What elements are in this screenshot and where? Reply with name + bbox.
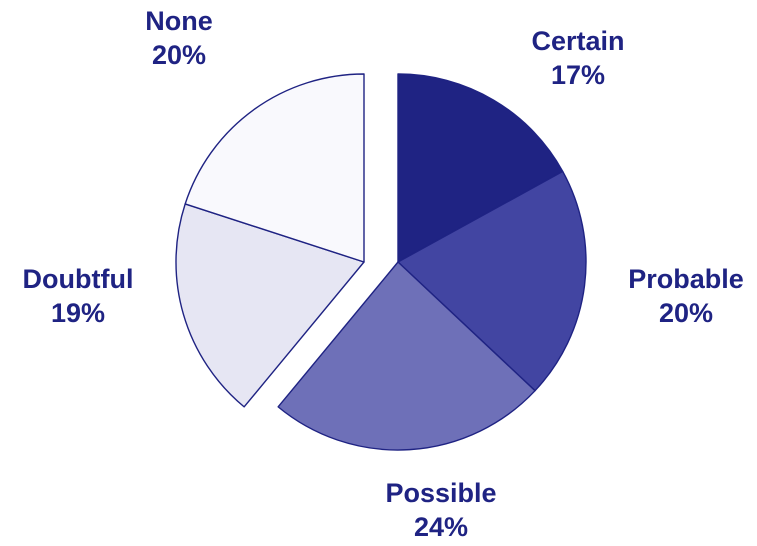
slice-category-label: Certain — [531, 26, 624, 56]
pie-slice-doubtful — [175, 203, 365, 408]
pie-slice-none — [184, 73, 365, 263]
slice-label-certain: Certain 17% — [531, 26, 624, 90]
slice-category-label: Possible — [385, 478, 496, 508]
pie-slice-probable — [397, 170, 587, 392]
pie-slices — [175, 73, 587, 451]
slice-value-label: 17% — [551, 60, 605, 90]
slice-label-none: None 20% — [145, 6, 213, 70]
pie-labels: Certain 17% Probable 20% Possible 24% Doubtful… — [23, 6, 744, 542]
pie-slice-possible — [277, 261, 536, 451]
slice-category-label: Doubtful — [23, 264, 134, 294]
pie-slice-certain — [397, 73, 564, 263]
slice-value-label: 19% — [51, 298, 105, 328]
slice-value-label: 24% — [414, 512, 468, 542]
slice-value-label: 20% — [659, 298, 713, 328]
slice-label-probable: Probable 20% — [628, 264, 744, 328]
slice-category-label: None — [145, 6, 213, 36]
slice-label-doubtful: Doubtful 19% — [23, 264, 134, 328]
slice-label-possible: Possible 24% — [385, 478, 496, 542]
slice-value-label: 20% — [152, 40, 206, 70]
slice-category-label: Probable — [628, 264, 744, 294]
